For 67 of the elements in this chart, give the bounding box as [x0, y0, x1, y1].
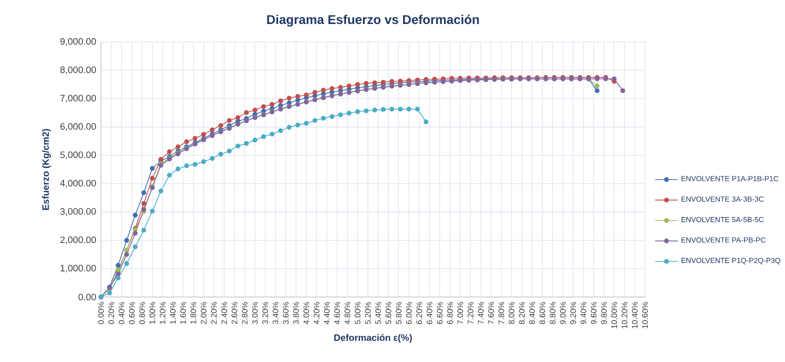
x-tick-label: 1.20%	[160, 302, 166, 324]
x-tick-label: 8.20%	[519, 302, 525, 324]
x-tick-label: 2.20%	[211, 302, 217, 324]
x-tick-label: 5.80%	[396, 302, 402, 324]
x-tick-label: 0.20%	[108, 302, 114, 324]
x-tick-label: 2.00%	[200, 302, 206, 324]
x-tick-label: 1.40%	[170, 302, 176, 324]
y-tick-label: 8,000.00	[60, 66, 96, 74]
y-tick-label: 2,000.00	[60, 236, 96, 244]
x-tick-label: 3.60%	[282, 302, 289, 324]
x-tick-label: 0.60%	[128, 302, 135, 324]
x-tick-label: 4.00%	[303, 302, 310, 324]
x-tick-label: 2.60%	[232, 302, 238, 324]
x-tick-label: 5.60%	[386, 302, 392, 324]
chart-title: Diagrama Esfuerzo vs Deformación	[267, 14, 479, 27]
x-tick-label: 2.80%	[242, 302, 248, 324]
x-tick-label: 3.00%	[252, 302, 258, 324]
x-tick-label: 6.20%	[416, 302, 422, 324]
x-tick-label: 10.60%	[642, 302, 648, 328]
x-tick-label: 9.60%	[590, 302, 597, 324]
x-tick-label: 7.40%	[478, 302, 484, 324]
x-tick-label: 3.20%	[262, 302, 268, 324]
y-tick-label: 9,000.00	[60, 38, 96, 46]
x-tick-label: 1.00%	[149, 302, 156, 324]
x-tick-label: 1.60%	[180, 302, 186, 324]
x-tick-label: 4.40%	[324, 302, 330, 324]
y-tick-label: 0.00	[78, 294, 96, 300]
x-tick-label: 4.20%	[314, 302, 320, 324]
x-tick-label: 4.80%	[344, 302, 350, 324]
x-tick-label: 8.00%	[508, 302, 514, 324]
x-tick-label: 5.00%	[354, 302, 360, 324]
x-tick-label: 7.60%	[488, 302, 494, 324]
x-tick-label: 9.80%	[601, 302, 607, 324]
x-tick-label: 3.80%	[293, 302, 299, 324]
y-axis-title: Esfuerzo (Kg/cm2)	[42, 129, 51, 210]
x-tick-label: 10.20%	[622, 302, 628, 328]
x-tick-label: 5.20%	[365, 302, 371, 324]
x-tick-label: 5.40%	[375, 302, 381, 324]
x-tick-label: 7.00%	[457, 302, 464, 324]
y-tick-label: 5,000.00	[60, 151, 96, 160]
x-tick-label: 8.80%	[550, 302, 556, 324]
x-tick-label: 0.00%	[98, 302, 104, 324]
x-tick-label: 10.40%	[632, 302, 638, 328]
x-tick-label: 9.00%	[560, 302, 566, 324]
x-tick-label: 2.40%	[221, 302, 228, 324]
x-axis-title: Deformación ε(%)	[334, 334, 412, 343]
x-tick-label: 1.80%	[190, 302, 196, 324]
x-tick-label: 10.00%	[611, 302, 618, 328]
x-tick-label: 4.60%	[334, 302, 340, 324]
x-tick-label: 6.60%	[436, 302, 443, 324]
y-tick-label: 3,000.00	[60, 208, 96, 216]
y-tick-label: 4,000.00	[60, 180, 96, 188]
y-tick-label: 6,000.00	[60, 123, 96, 131]
y-tick-label: 7,000.00	[60, 94, 96, 103]
x-tick-label: 7.20%	[468, 302, 474, 324]
y-tick-label: 1,000.00	[60, 264, 96, 273]
x-tick-label: 6.00%	[406, 302, 412, 324]
x-tick-label: 9.40%	[580, 302, 586, 324]
x-tick-label: 3.40%	[272, 302, 278, 324]
x-tick-label: 6.40%	[426, 302, 432, 324]
x-tick-label: 8.60%	[540, 302, 546, 324]
x-tick-label: 0.80%	[139, 302, 145, 324]
x-tick-label: 7.80%	[498, 302, 504, 324]
x-tick-label: 9.20%	[570, 302, 576, 324]
x-tick-label: 0.40%	[118, 302, 124, 324]
x-tick-label: 6.80%	[447, 302, 453, 324]
x-tick-label: 8.40%	[529, 302, 535, 324]
